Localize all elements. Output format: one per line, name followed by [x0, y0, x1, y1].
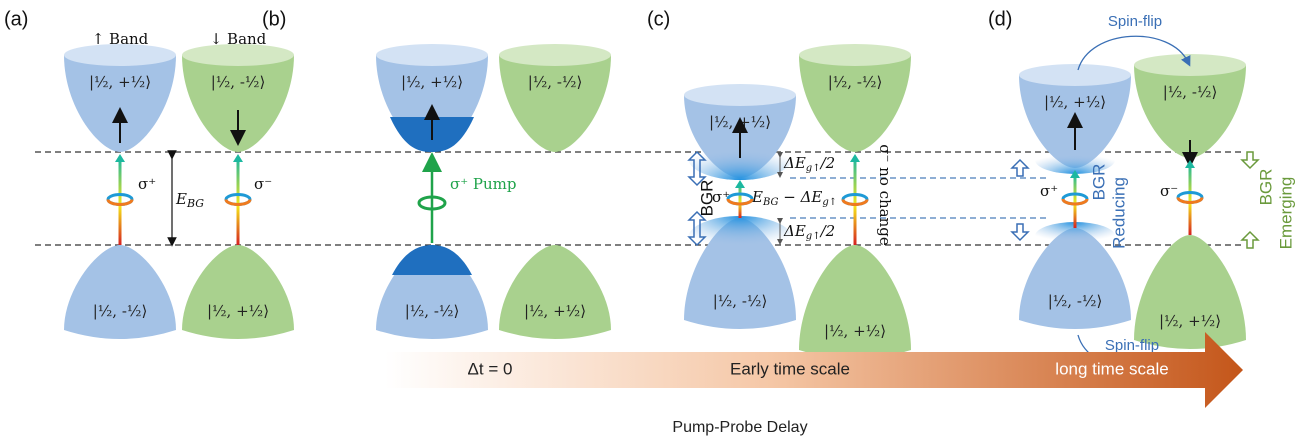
panel-label: (b): [262, 8, 286, 30]
time-label: Δt = 0: [468, 359, 513, 378]
band: [499, 55, 611, 152]
band-top: [799, 44, 911, 66]
shift-main: ΔE: [783, 222, 806, 240]
axis-label: Pump-Probe Delay: [672, 419, 807, 436]
figure: (a) (b) (c) (d) ↑ Band ↓ Band EBG σ⁺ σ⁻ …: [0, 0, 1297, 445]
shift-sub: g↑: [806, 163, 821, 174]
band: [799, 55, 911, 152]
transition-head: [1185, 160, 1195, 168]
panel-label: (a): [4, 8, 28, 30]
band: [182, 245, 294, 339]
gap-main: E: [175, 190, 187, 208]
band: [1134, 235, 1246, 349]
gap-sub: BG: [186, 197, 204, 210]
band-header: ↑ Band: [92, 30, 149, 48]
spin-flip-label: Spin-flip: [1108, 13, 1162, 30]
state-label: |½, +½⟩: [1159, 312, 1221, 330]
reducing-label: BGR: [1089, 164, 1108, 201]
emerging-label: BGR: [1256, 169, 1275, 206]
state-label: |½, -½⟩: [1048, 292, 1103, 310]
state-label: |½, -½⟩: [405, 302, 460, 320]
transition: [1189, 164, 1192, 235]
band-top: [1019, 64, 1131, 86]
transition: [739, 184, 742, 218]
shift-arrow: [1012, 160, 1028, 176]
state-label: |½, +½⟩: [207, 302, 269, 320]
gap-mid: − ΔE: [778, 188, 822, 206]
panel-label: (d): [988, 8, 1012, 30]
transition: [1074, 174, 1077, 228]
transition-label: σ⁻ no change: [876, 144, 894, 246]
shift-tail: /2: [819, 154, 836, 172]
transition-head: [233, 154, 243, 162]
gap-sub: g↑: [822, 197, 837, 208]
transition-label: σ⁺: [1040, 182, 1058, 200]
state-label: |½, -½⟩: [93, 302, 148, 320]
state-label: |½, +½⟩: [1044, 93, 1106, 111]
shift-label: ΔEg↑/2: [783, 222, 835, 242]
shift-arrow: [1242, 152, 1258, 168]
state-label: |½, +½⟩: [89, 73, 151, 91]
transition-head: [115, 154, 125, 162]
state-label: |½, +½⟩: [524, 302, 586, 320]
shift-label: ΔEg↑/2: [783, 154, 835, 174]
time-label: Early time scale: [730, 359, 850, 378]
state-label: |½, -½⟩: [1163, 83, 1218, 101]
transition-head: [735, 180, 745, 188]
state-label: |½, -½⟩: [713, 292, 768, 310]
state-label: |½, +½⟩: [824, 322, 886, 340]
band-top: [499, 44, 611, 66]
transition-label: σ⁺: [138, 175, 156, 193]
reducing-label: Reducing: [1109, 177, 1128, 249]
emerging-label: Emerging: [1276, 177, 1295, 250]
transition: [119, 158, 122, 245]
band-top: [376, 44, 488, 66]
time-label: long time scale: [1055, 359, 1168, 378]
pump-label: σ⁺ Pump: [450, 175, 517, 193]
band: [799, 245, 911, 359]
state-label: |½, -½⟩: [828, 73, 883, 91]
shift-arrow: [1242, 232, 1258, 248]
state-label: |½, -½⟩: [211, 73, 266, 91]
panel-label: (c): [647, 8, 670, 30]
transition-label: σ⁻: [254, 175, 272, 193]
spin-flip-label: Spin-flip: [1105, 337, 1159, 354]
band-top: [684, 84, 796, 106]
reduced-gap-label: EBG − ΔEg↑: [751, 188, 837, 208]
shift-main: ΔE: [783, 154, 806, 172]
transition: [854, 158, 857, 245]
gap-label: EBG: [175, 190, 204, 210]
band: [499, 245, 611, 339]
band-top: [1134, 54, 1246, 76]
transition-head: [850, 154, 860, 162]
shift-arrow: [1012, 224, 1028, 240]
state-label: |½, +½⟩: [401, 73, 463, 91]
gap-sub: BG: [762, 197, 779, 208]
shift-sub: g↑: [806, 231, 821, 242]
band: [64, 245, 176, 339]
transition-label: σ⁻: [1160, 182, 1178, 200]
transition: [237, 158, 240, 245]
shift-tail: /2: [819, 222, 836, 240]
carriers: [392, 245, 472, 275]
band-header: ↓ Band: [210, 30, 267, 48]
state-label: |½, -½⟩: [528, 73, 583, 91]
